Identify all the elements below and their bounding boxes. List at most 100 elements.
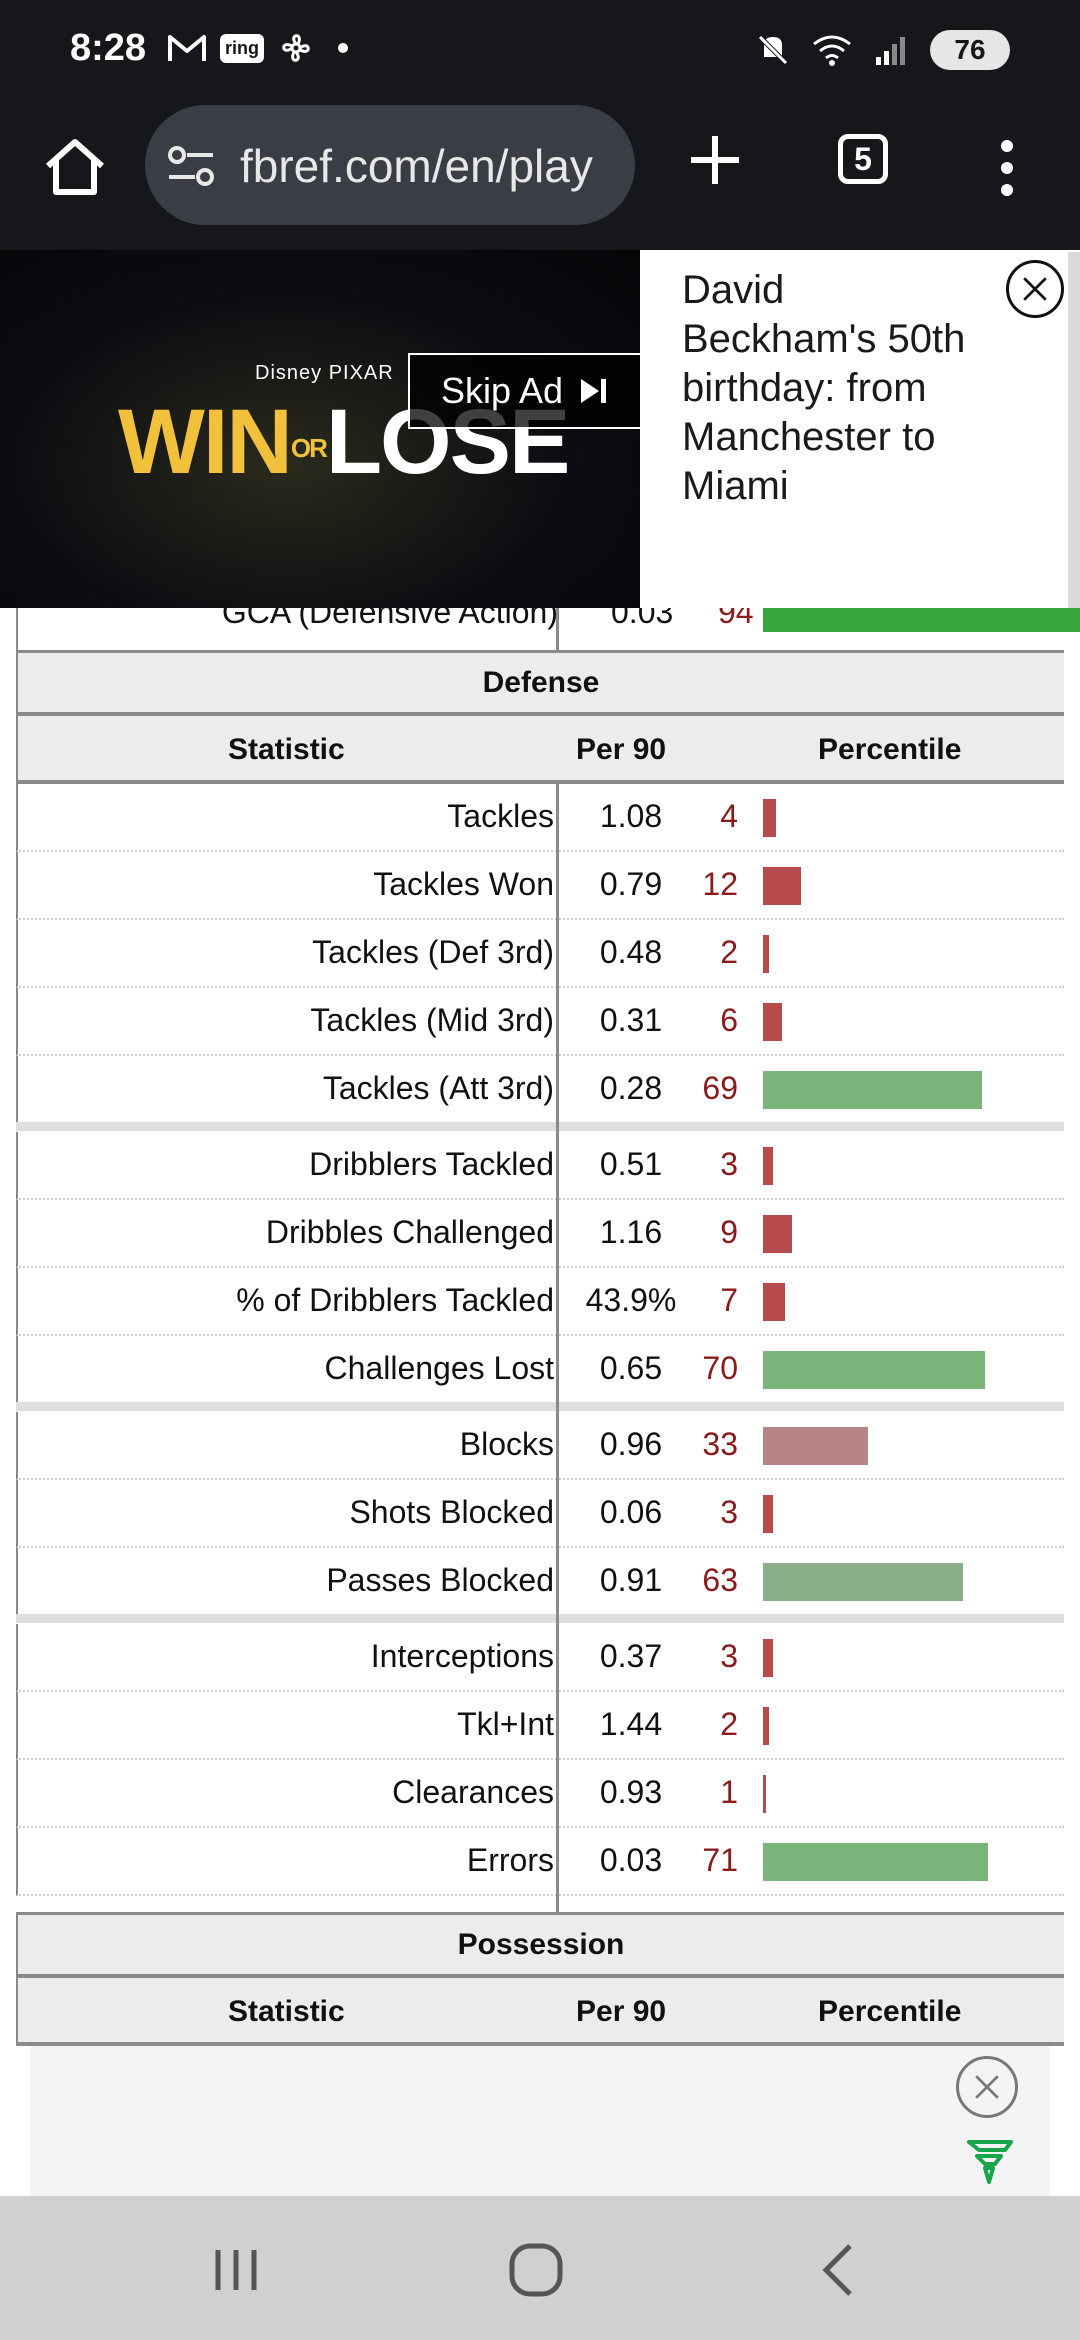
news-headline[interactable]: David Beckham's 50th birthday: from Manc… bbox=[682, 268, 966, 508]
stat-per90: 0.93 bbox=[599, 1774, 663, 1810]
wifi-icon bbox=[813, 35, 851, 66]
stat-percentile: 12 bbox=[702, 866, 738, 902]
percentile-bar bbox=[763, 1147, 773, 1185]
banner-ad[interactable] bbox=[30, 2046, 1050, 2196]
stat-per90: 0.06 bbox=[599, 1494, 663, 1530]
stat-per90: 1.44 bbox=[599, 1706, 663, 1742]
ad-brand: Disney PIXAR bbox=[255, 362, 394, 384]
skip-ad-label: Skip Ad bbox=[440, 370, 564, 411]
stat-label[interactable]: Tackles (Att 3rd) bbox=[322, 1070, 554, 1106]
stat-percentile: 63 bbox=[702, 1562, 738, 1598]
percentile-bar bbox=[763, 1427, 868, 1465]
column-header-percentile[interactable]: Percentile bbox=[818, 1995, 962, 2028]
stat-label[interactable]: Interceptions bbox=[370, 1638, 554, 1674]
stat-percentile: 3 bbox=[720, 1494, 738, 1530]
table-row: Challenges Lost 0.65 70 bbox=[16, 1336, 1064, 1404]
column-header-per90[interactable]: Per 90 bbox=[576, 1995, 667, 2028]
stat-percentile: 6 bbox=[720, 1002, 738, 1038]
skip-next-icon bbox=[581, 379, 607, 403]
ring-app-icon: ring bbox=[220, 33, 264, 63]
percentile-bar bbox=[763, 935, 769, 973]
close-icon[interactable] bbox=[1006, 260, 1064, 318]
stat-percentile: 33 bbox=[702, 1426, 738, 1462]
stat-per90: 0.96 bbox=[599, 1426, 663, 1462]
column-header-statistic[interactable]: Statistic bbox=[228, 1995, 345, 2028]
ad-logo-win: WIN bbox=[118, 391, 293, 493]
ad-provider-logo-icon[interactable] bbox=[965, 2136, 1015, 2186]
stat-label[interactable]: Tackles (Def 3rd) bbox=[312, 934, 554, 970]
url-text[interactable]: fbref.com/en/play bbox=[240, 140, 593, 192]
column-header-row: Statistic Per 90 Percentile bbox=[16, 716, 1064, 784]
table-row: Tackles (Mid 3rd) 0.31 6 bbox=[16, 988, 1064, 1056]
column-divider bbox=[556, 590, 559, 650]
site-settings-icon[interactable] bbox=[167, 145, 217, 189]
related-news-card[interactable]: David Beckham's 50th birthday: from Manc… bbox=[640, 252, 1068, 608]
stat-percentile: 69 bbox=[702, 1070, 738, 1106]
signal-icon bbox=[876, 37, 905, 65]
column-header-statistic[interactable]: Statistic bbox=[228, 733, 345, 766]
table-row: Dribblers Tackled 0.51 3 bbox=[16, 1132, 1064, 1200]
stat-label[interactable]: Tkl+Int bbox=[457, 1706, 554, 1742]
fan-icon bbox=[282, 34, 310, 62]
percentile-bar bbox=[763, 1707, 769, 1745]
stat-per90: 0.91 bbox=[599, 1562, 663, 1598]
stat-label[interactable]: Shots Blocked bbox=[349, 1494, 554, 1530]
stat-per90: 43.9% bbox=[585, 1282, 677, 1318]
more-menu-icon[interactable] bbox=[995, 138, 1019, 198]
address-bar[interactable]: fbref.com/en/play bbox=[145, 105, 635, 225]
tab-switcher-button[interactable]: 5 bbox=[838, 134, 888, 184]
recent-apps-icon[interactable] bbox=[206, 2240, 266, 2300]
percentile-bar bbox=[763, 1843, 988, 1881]
percentile-bar bbox=[763, 1563, 963, 1601]
scrollbar[interactable] bbox=[1068, 252, 1080, 608]
new-tab-icon[interactable] bbox=[685, 130, 745, 190]
stat-label[interactable]: Blocks bbox=[459, 1426, 554, 1462]
stat-per90: 0.48 bbox=[599, 934, 663, 970]
percentile-bar bbox=[763, 1283, 785, 1321]
percentile-bar bbox=[763, 1639, 773, 1677]
stat-label[interactable]: % of Dribblers Tackled bbox=[236, 1282, 554, 1318]
stat-label[interactable]: Tackles (Mid 3rd) bbox=[310, 1002, 554, 1038]
stat-label[interactable]: Challenges Lost bbox=[324, 1350, 554, 1386]
stat-label[interactable]: Tackles Won bbox=[373, 866, 554, 902]
stat-label[interactable]: Tackles bbox=[447, 798, 554, 834]
section-title-text: Possession bbox=[457, 1927, 625, 1961]
ad-logo-or: OR bbox=[290, 433, 328, 464]
section-title-possession: Possession bbox=[16, 1912, 1064, 1978]
column-header-per90[interactable]: Per 90 bbox=[576, 733, 667, 766]
video-ad[interactable]: Disney PIXAR WINORLOSE Skip Ad bbox=[0, 250, 640, 608]
stat-label[interactable]: Clearances bbox=[392, 1774, 554, 1810]
close-icon[interactable] bbox=[956, 2056, 1018, 2118]
table-row: Tackles (Def 3rd) 0.48 2 bbox=[16, 920, 1064, 988]
stat-percentile: 3 bbox=[720, 1638, 738, 1674]
stat-label[interactable]: Dribbles Challenged bbox=[265, 1214, 554, 1250]
percentile-bar bbox=[763, 1003, 782, 1041]
home-nav-icon[interactable] bbox=[506, 2240, 566, 2300]
stat-label[interactable]: Errors bbox=[466, 1842, 554, 1878]
stat-percentile: 70 bbox=[702, 1350, 738, 1386]
stat-percentile: 4 bbox=[720, 798, 738, 834]
skip-ad-button[interactable]: Skip Ad bbox=[408, 353, 640, 429]
table-row: Passes Blocked 0.91 63 bbox=[16, 1548, 1064, 1616]
stat-label[interactable]: Dribblers Tackled bbox=[309, 1146, 554, 1182]
table-row: Interceptions 0.37 3 bbox=[16, 1624, 1064, 1692]
table-row: Dribbles Challenged 1.16 9 bbox=[16, 1200, 1064, 1268]
stat-percentile: 2 bbox=[720, 934, 738, 970]
back-icon[interactable] bbox=[810, 2240, 870, 2300]
row-group-separator bbox=[16, 1614, 1064, 1623]
home-icon[interactable] bbox=[40, 132, 110, 202]
stat-percentile: 9 bbox=[720, 1214, 738, 1250]
stat-per90: 0.37 bbox=[599, 1638, 663, 1674]
stat-percentile: 71 bbox=[702, 1842, 738, 1878]
row-group-separator bbox=[16, 1122, 1064, 1131]
gmail-icon bbox=[168, 35, 206, 61]
table-row: Blocks 0.96 33 bbox=[16, 1412, 1064, 1480]
table-row: % of Dribblers Tackled 43.9% 7 bbox=[16, 1268, 1064, 1336]
mute-icon bbox=[758, 35, 788, 65]
percentile-bar bbox=[763, 1071, 982, 1109]
stat-label[interactable]: Passes Blocked bbox=[326, 1562, 554, 1598]
column-divider bbox=[556, 784, 559, 1912]
battery-level: 76 bbox=[954, 34, 986, 65]
table-row: Tackles 1.08 4 bbox=[16, 784, 1064, 852]
column-header-percentile[interactable]: Percentile bbox=[818, 733, 962, 766]
